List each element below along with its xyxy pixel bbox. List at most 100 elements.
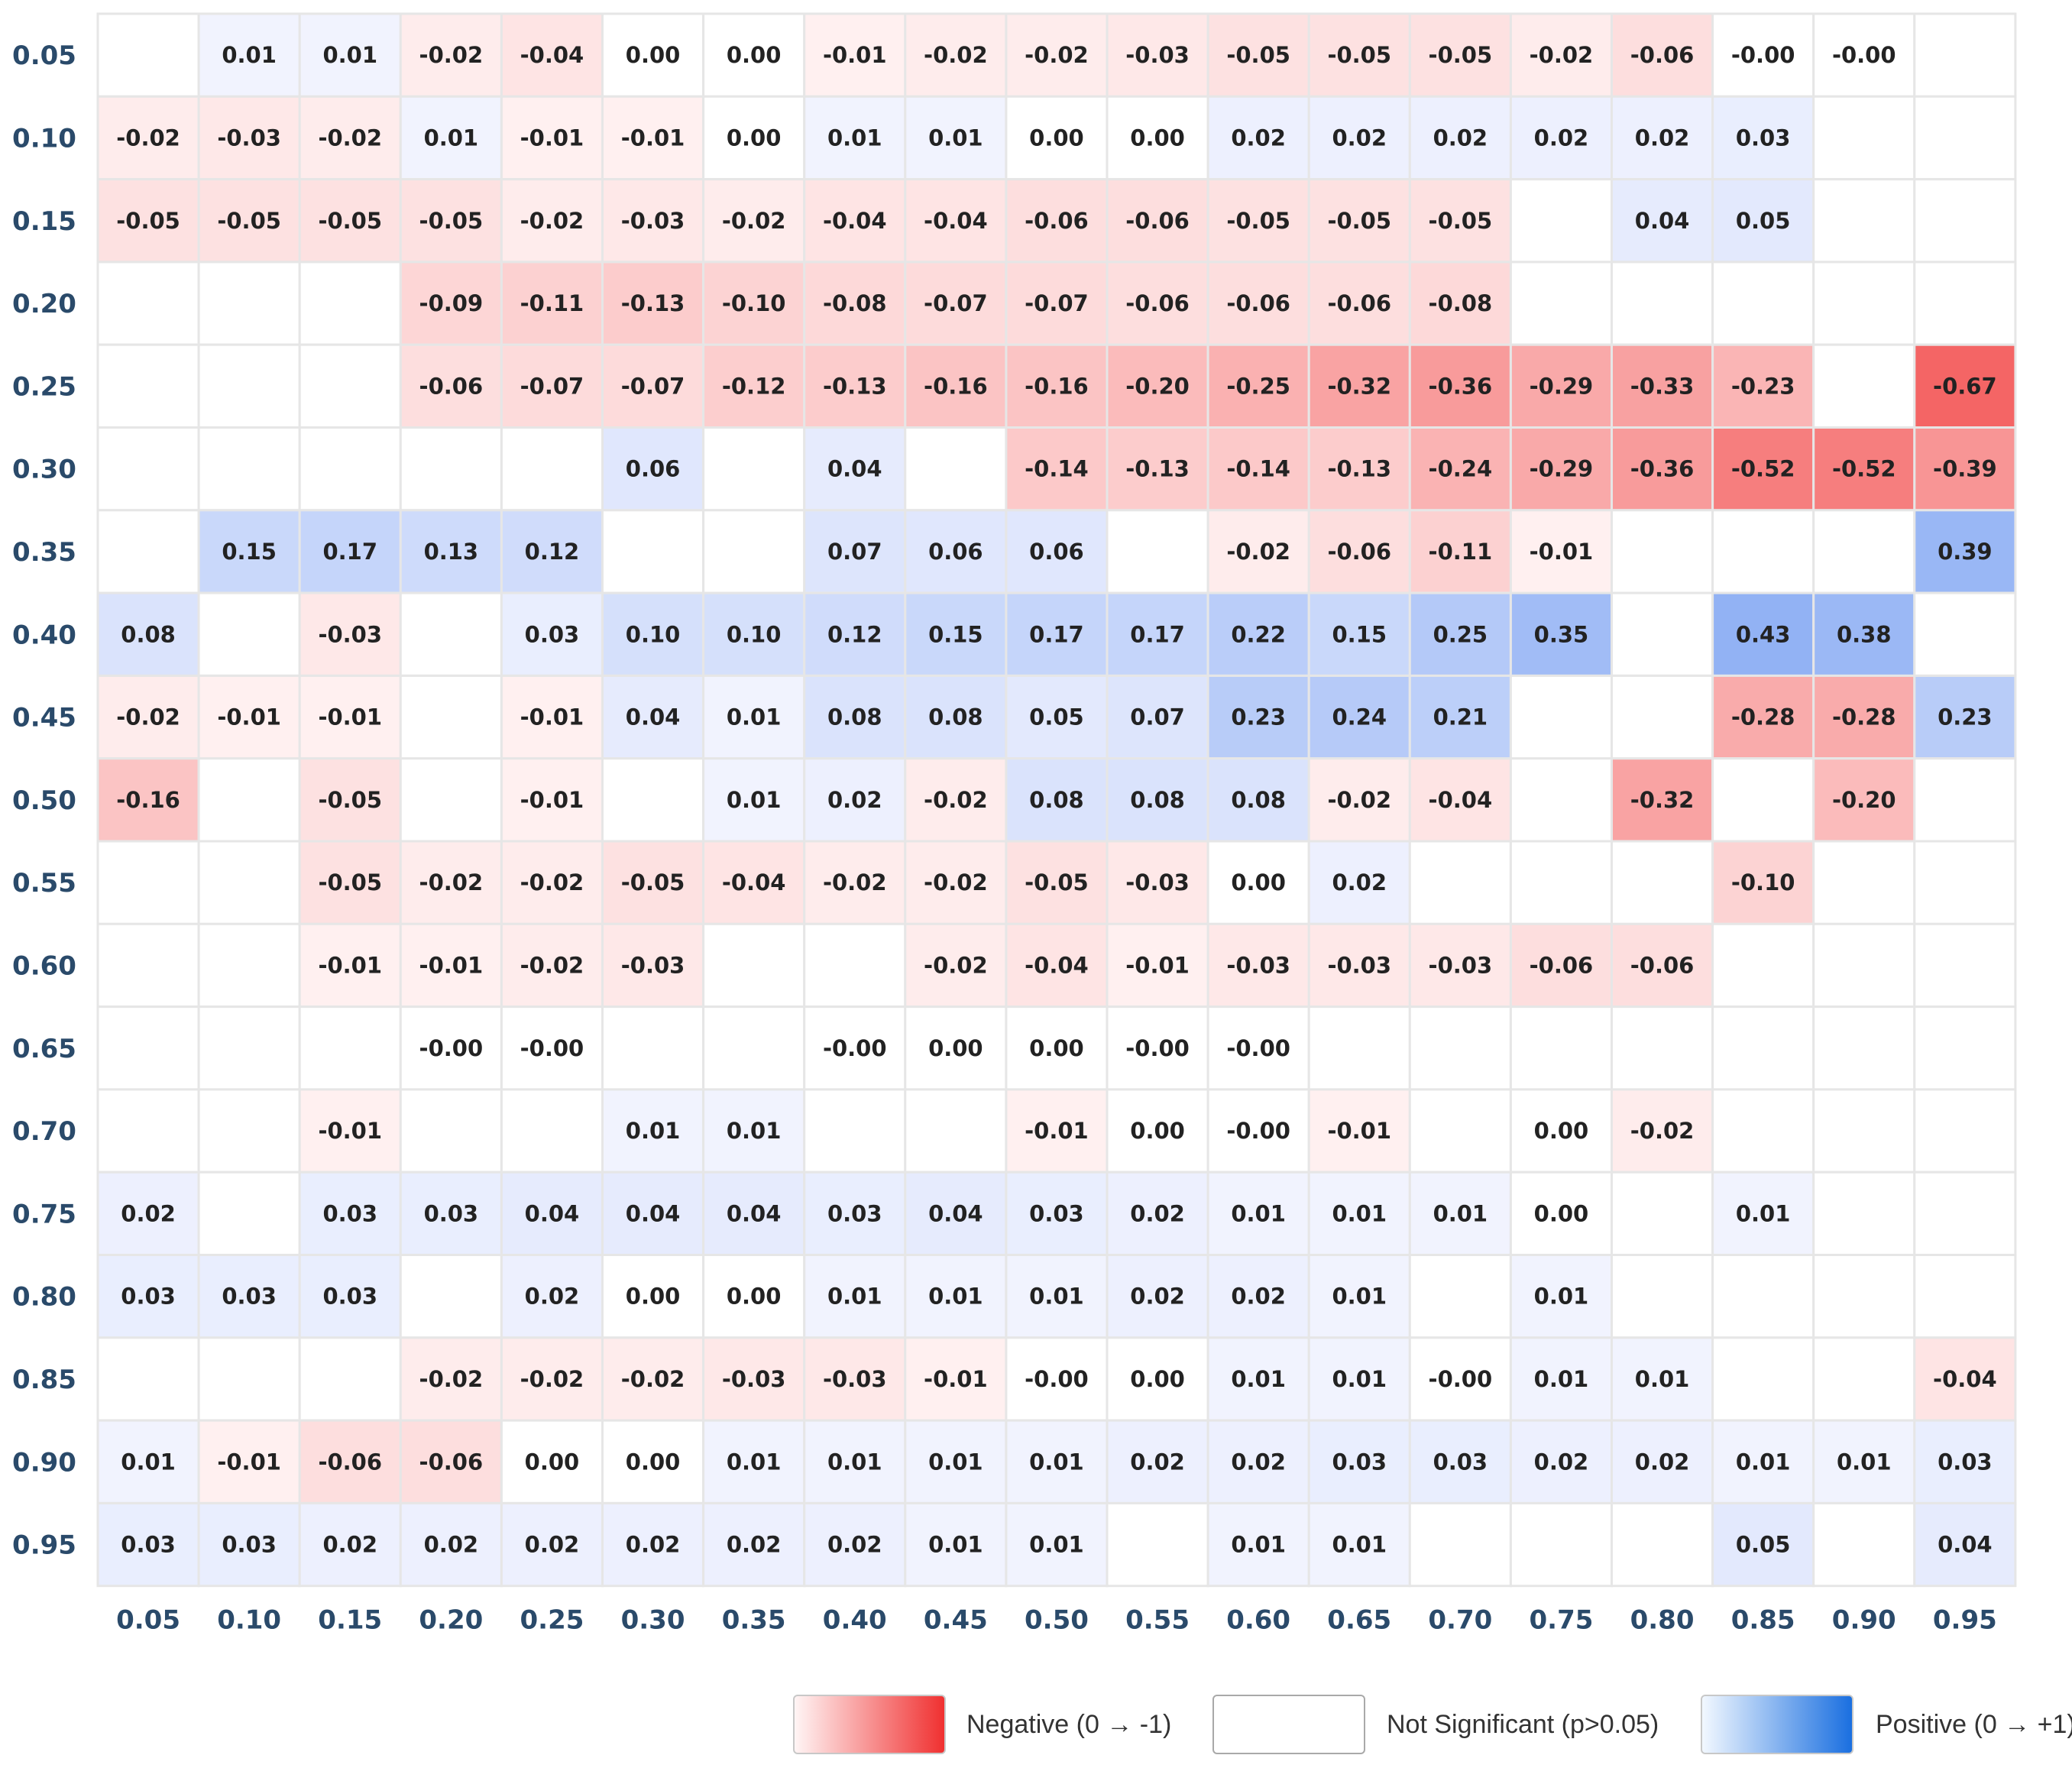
cell-value: -0.03: [1226, 952, 1290, 978]
heatmap-cell: [500, 1419, 604, 1504]
x-tick-label: 0.70: [1428, 1605, 1492, 1636]
cell-value: -0.02: [318, 125, 382, 151]
cell-value: -0.01: [520, 787, 584, 813]
heatmap-cell: [601, 591, 705, 677]
heatmap-cell: [1812, 840, 1916, 925]
cell-value: 0.02: [1332, 125, 1387, 151]
cell-value: 0.21: [1433, 704, 1488, 730]
heatmap-cell: [601, 757, 705, 843]
heatmap-cell: [904, 674, 1008, 760]
cell-value: 0.08: [928, 704, 983, 730]
heatmap-cell: [298, 1254, 402, 1339]
cell-value: 0.03: [1332, 1449, 1387, 1475]
heatmap-cell: [399, 509, 503, 594]
heatmap-cell: [197, 1336, 301, 1422]
cell-value: -0.00: [1226, 1118, 1290, 1144]
cell-value: -0.00: [823, 1035, 887, 1061]
heatmap-cell: [1913, 12, 2017, 98]
y-tick-label: 0.60: [12, 950, 76, 981]
cell-value: -0.02: [924, 869, 988, 895]
cell-value: 0.06: [626, 456, 681, 482]
cell-value: 0.01: [424, 125, 479, 151]
heatmap-cell: [1307, 343, 1411, 429]
heatmap-cell: [1913, 343, 2017, 429]
heatmap-cell: [1106, 1501, 1209, 1588]
heatmap-cell: [1509, 674, 1614, 760]
cell-value: -0.28: [1731, 704, 1795, 730]
heatmap-cell: [1005, 674, 1109, 760]
heatmap-cell: [1106, 1419, 1209, 1504]
heatmap-cell: [96, 95, 200, 181]
heatmap-cell: [803, 1088, 907, 1174]
heatmap-cell: [803, 1336, 907, 1422]
cell-value: 0.17: [1029, 621, 1084, 647]
cell-value: 0.10: [727, 621, 782, 647]
heatmap-cell: [1106, 509, 1209, 594]
cell-value: 0.00: [626, 1284, 681, 1310]
cell-value: 0.05: [1736, 208, 1791, 234]
heatmap-cell: [1611, 674, 1714, 760]
cell-value: 0.17: [322, 539, 377, 565]
cell-value: -0.05: [1327, 42, 1391, 68]
heatmap-cell: [904, 1088, 1008, 1174]
cell-value: -0.05: [318, 208, 382, 234]
cell-value: 0.02: [1635, 1449, 1690, 1475]
legend-label-positive: Positive (0 → +1): [1876, 1710, 2072, 1739]
cell-value: 0.01: [1029, 1284, 1084, 1310]
heatmap-cell: [1106, 178, 1209, 264]
cell-value: -0.06: [1125, 290, 1190, 316]
heatmap-cell: [96, 509, 200, 594]
cell-value: -0.06: [1125, 208, 1190, 234]
heatmap-cell: [1307, 261, 1411, 346]
cell-value: 0.02: [1231, 1284, 1286, 1310]
heatmap-cell: [1913, 426, 2017, 512]
cell-value: -0.06: [419, 1449, 484, 1475]
cell-value: 0.01: [626, 1118, 681, 1144]
heatmap-cell: [1913, 1336, 2017, 1422]
heatmap-cell: [1913, 1254, 2017, 1339]
heatmap-cell: [803, 426, 907, 512]
cell-value: 0.23: [1231, 704, 1286, 730]
heatmap-cell: [399, 1336, 503, 1422]
cell-value: 0.02: [322, 1532, 377, 1558]
cell-value: -0.03: [217, 125, 281, 151]
cell-value: -0.28: [1832, 704, 1896, 730]
legend-label-negative: Negative (0 → -1): [966, 1710, 1172, 1739]
heatmap-cell: [298, 1419, 402, 1504]
legend-label-not-significant: Not Significant (p>0.05): [1387, 1710, 1659, 1739]
heatmap-cell: [803, 178, 907, 264]
cell-value: 0.00: [1130, 125, 1185, 151]
cell-value: 0.10: [626, 621, 681, 647]
heatmap-cell: [500, 922, 604, 1009]
heatmap-cell: [1206, 1501, 1310, 1588]
heatmap-cell: [1812, 1419, 1916, 1504]
heatmap-cell: [904, 591, 1008, 677]
cell-value: 0.12: [827, 621, 882, 647]
heatmap-cell: [1005, 1088, 1109, 1174]
cell-value: -0.11: [520, 290, 584, 316]
cell-value: 0.00: [1029, 1035, 1084, 1061]
heatmap-cell: [96, 840, 200, 925]
x-tick-label: 0.40: [823, 1605, 887, 1636]
y-tick-label: 0.05: [12, 40, 76, 71]
cell-value: 0.03: [322, 1200, 377, 1226]
heatmap-cell: [1711, 1336, 1815, 1422]
heatmap-cell: [298, 426, 402, 512]
cell-value: -0.16: [924, 373, 988, 399]
cell-value: 0.00: [727, 42, 782, 68]
heatmap-cell: [1408, 1005, 1512, 1091]
heatmap-cell: [1812, 509, 1916, 594]
cell-value: -0.24: [1429, 456, 1493, 482]
heatmap-cell: [1812, 1254, 1916, 1339]
cell-value: -0.00: [520, 1035, 584, 1061]
heatmap-cell: [904, 1005, 1008, 1091]
heatmap-cell: [197, 922, 301, 1009]
cell-value: -0.01: [1327, 1118, 1391, 1144]
cell-value: 0.01: [1029, 1532, 1084, 1558]
cell-value: -0.03: [1327, 952, 1391, 978]
heatmap-cell: [1509, 840, 1614, 925]
heatmap-cell: [601, 1501, 705, 1588]
heatmap-cell: [601, 840, 705, 925]
heatmap-cell: [1711, 1005, 1815, 1091]
cell-value: -0.03: [1429, 952, 1493, 978]
